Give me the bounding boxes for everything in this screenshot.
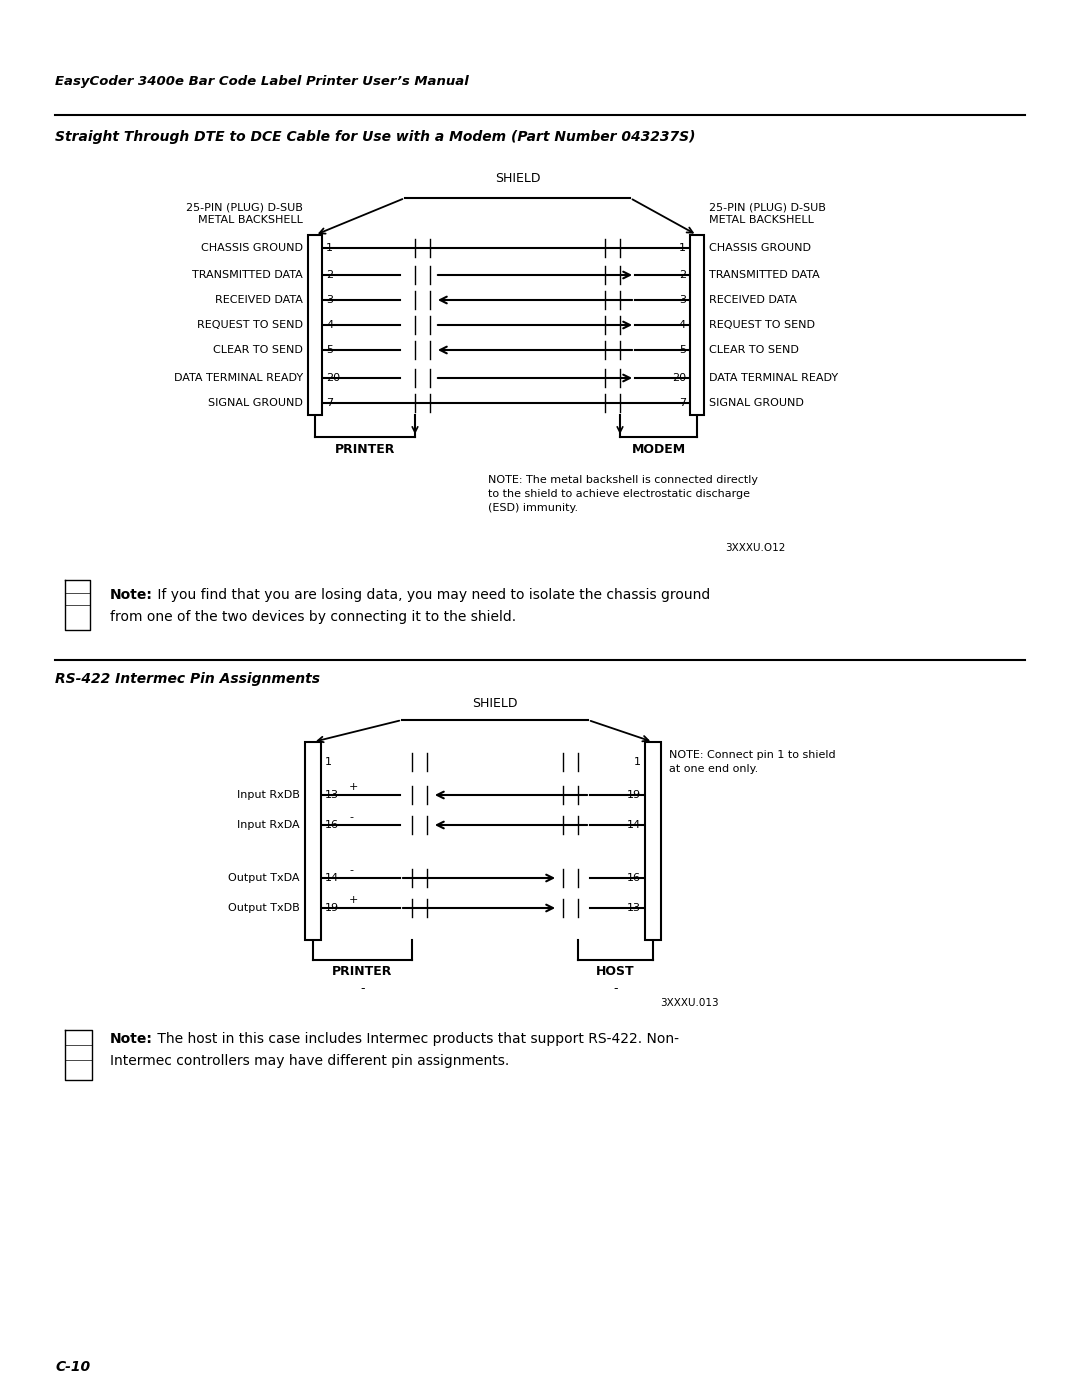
Text: 25-PIN (PLUG) D-SUB
METAL BACKSHELL: 25-PIN (PLUG) D-SUB METAL BACKSHELL xyxy=(186,203,303,225)
Text: 4: 4 xyxy=(679,320,686,330)
Text: -: - xyxy=(349,812,353,821)
Text: DATA TERMINAL READY: DATA TERMINAL READY xyxy=(708,373,838,383)
Text: 25-PIN (PLUG) D-SUB
METAL BACKSHELL: 25-PIN (PLUG) D-SUB METAL BACKSHELL xyxy=(708,203,826,225)
Text: PRINTER: PRINTER xyxy=(333,965,393,978)
Text: CLEAR TO SEND: CLEAR TO SEND xyxy=(708,345,799,355)
Text: TRANSMITTED DATA: TRANSMITTED DATA xyxy=(708,270,820,279)
Text: CHASSIS GROUND: CHASSIS GROUND xyxy=(708,243,811,253)
Bar xyxy=(645,742,661,940)
Text: 20: 20 xyxy=(326,373,340,383)
Text: 3XXXU.013: 3XXXU.013 xyxy=(660,997,718,1009)
Text: NOTE: The metal backshell is connected directly
to the shield to achieve electro: NOTE: The metal backshell is connected d… xyxy=(487,475,757,513)
Text: 5: 5 xyxy=(679,345,686,355)
Text: HOST: HOST xyxy=(596,965,635,978)
Text: NOTE: Connect pin 1 to shield
at one end only.: NOTE: Connect pin 1 to shield at one end… xyxy=(669,750,836,774)
Bar xyxy=(308,235,322,415)
Text: Note:: Note: xyxy=(110,1032,153,1046)
Text: RS-422 Intermec Pin Assignments: RS-422 Intermec Pin Assignments xyxy=(55,672,320,686)
Text: 3XXXU.O12: 3XXXU.O12 xyxy=(725,543,785,553)
Text: RECEIVED DATA: RECEIVED DATA xyxy=(708,295,797,305)
Text: SIGNAL GROUND: SIGNAL GROUND xyxy=(708,398,804,408)
Text: +: + xyxy=(349,895,359,905)
Text: -: - xyxy=(349,865,353,875)
Text: 2: 2 xyxy=(679,270,686,279)
Text: If you find that you are losing data, you may need to isolate the chassis ground: If you find that you are losing data, yo… xyxy=(153,588,711,602)
Text: 3: 3 xyxy=(326,295,333,305)
Text: RECEIVED DATA: RECEIVED DATA xyxy=(215,295,303,305)
Text: C-10: C-10 xyxy=(55,1361,90,1375)
Text: 5: 5 xyxy=(326,345,333,355)
Text: +: + xyxy=(349,782,359,792)
Text: TRANSMITTED DATA: TRANSMITTED DATA xyxy=(192,270,303,279)
Text: Input RxDB: Input RxDB xyxy=(238,789,300,800)
Text: Output TxDA: Output TxDA xyxy=(229,873,300,883)
Text: 13: 13 xyxy=(325,789,339,800)
Text: 3: 3 xyxy=(679,295,686,305)
Text: 20: 20 xyxy=(672,373,686,383)
Text: CHASSIS GROUND: CHASSIS GROUND xyxy=(201,243,303,253)
Text: DATA TERMINAL READY: DATA TERMINAL READY xyxy=(174,373,303,383)
Text: SHIELD: SHIELD xyxy=(495,172,540,184)
Text: -: - xyxy=(361,982,365,995)
Text: Intermec controllers may have different pin assignments.: Intermec controllers may have different … xyxy=(110,1053,510,1067)
Text: 1: 1 xyxy=(679,243,686,253)
Bar xyxy=(690,235,704,415)
Text: 16: 16 xyxy=(627,873,642,883)
Text: 7: 7 xyxy=(326,398,333,408)
Text: 1: 1 xyxy=(634,757,642,767)
Text: 2: 2 xyxy=(326,270,333,279)
Text: 19: 19 xyxy=(626,789,642,800)
Text: -: - xyxy=(613,982,618,995)
Text: SHIELD: SHIELD xyxy=(472,697,517,710)
Text: 14: 14 xyxy=(626,820,642,830)
Text: SIGNAL GROUND: SIGNAL GROUND xyxy=(208,398,303,408)
Text: 19: 19 xyxy=(325,902,339,914)
Text: 1: 1 xyxy=(325,757,332,767)
Text: The host in this case includes Intermec products that support RS-422. Non-: The host in this case includes Intermec … xyxy=(153,1032,679,1046)
Text: MODEM: MODEM xyxy=(632,443,686,455)
Text: 4: 4 xyxy=(326,320,333,330)
Text: REQUEST TO SEND: REQUEST TO SEND xyxy=(197,320,303,330)
Text: REQUEST TO SEND: REQUEST TO SEND xyxy=(708,320,815,330)
Text: 13: 13 xyxy=(627,902,642,914)
Text: 1: 1 xyxy=(326,243,333,253)
Text: 16: 16 xyxy=(325,820,339,830)
Text: PRINTER: PRINTER xyxy=(335,443,395,455)
Text: Note:: Note: xyxy=(110,588,153,602)
Text: Input RxDA: Input RxDA xyxy=(238,820,300,830)
Text: 14: 14 xyxy=(325,873,339,883)
Text: CLEAR TO SEND: CLEAR TO SEND xyxy=(213,345,303,355)
Text: EasyCoder 3400e Bar Code Label Printer User’s Manual: EasyCoder 3400e Bar Code Label Printer U… xyxy=(55,75,469,88)
Text: Output TxDB: Output TxDB xyxy=(228,902,300,914)
Bar xyxy=(305,742,321,940)
Text: 7: 7 xyxy=(679,398,686,408)
Text: from one of the two devices by connecting it to the shield.: from one of the two devices by connectin… xyxy=(110,610,516,624)
Text: Straight Through DTE to DCE Cable for Use with a Modem (Part Number 043237S): Straight Through DTE to DCE Cable for Us… xyxy=(55,130,696,144)
